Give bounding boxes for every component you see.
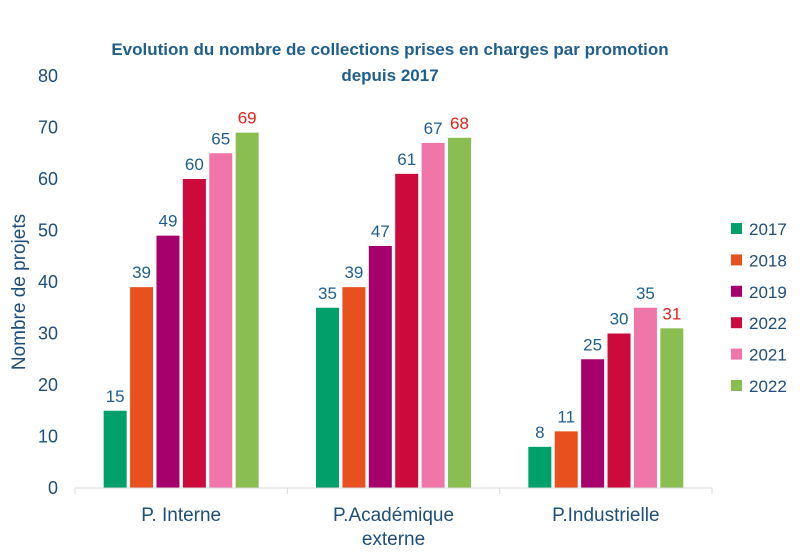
data-label: 11 xyxy=(557,407,575,426)
legend-swatch xyxy=(731,223,742,234)
x-tick-label: externe xyxy=(362,529,425,550)
legend-swatch xyxy=(731,254,742,266)
data-label: 47 xyxy=(371,222,390,241)
y-tick-label: 10 xyxy=(38,427,58,447)
y-tick-label: 70 xyxy=(38,118,58,138)
data-label: 60 xyxy=(185,155,204,174)
legend-swatch xyxy=(731,317,742,329)
bar xyxy=(448,137,471,489)
chart-title-line: Evolution du nombre de collections prise… xyxy=(111,40,668,59)
x-tick-label: P.Industrielle xyxy=(552,505,659,526)
data-label: 68 xyxy=(450,114,469,133)
data-label: 69 xyxy=(238,109,257,128)
bar xyxy=(209,153,233,488)
legend-label: 2019 xyxy=(749,283,787,302)
y-tick-label: 50 xyxy=(38,221,58,241)
bar xyxy=(235,132,259,488)
chart-title: Evolution du nombre de collections prise… xyxy=(111,40,668,85)
data-label: 25 xyxy=(583,335,602,354)
bar xyxy=(528,446,552,488)
y-tick-label: 80 xyxy=(38,66,58,86)
bar xyxy=(103,410,127,488)
data-label: 8 xyxy=(535,423,544,442)
bar xyxy=(316,307,339,488)
y-tick-label: 0 xyxy=(48,478,58,498)
data-label: 49 xyxy=(159,212,178,231)
bar xyxy=(395,173,419,488)
bars xyxy=(103,132,684,489)
data-label: 31 xyxy=(662,304,681,323)
y-tick-label: 40 xyxy=(38,272,58,292)
y-tick-label: 20 xyxy=(38,375,58,395)
legend-label: 2017 xyxy=(749,220,787,239)
legend-label: 2021 xyxy=(749,346,787,365)
bar xyxy=(130,287,154,488)
legend-swatch xyxy=(731,285,742,297)
y-axis-title: Nombre de projets xyxy=(9,214,30,370)
data-label: 65 xyxy=(211,129,230,148)
legend-label: 2022 xyxy=(749,314,787,333)
data-label: 67 xyxy=(424,119,443,138)
data-label: 30 xyxy=(610,310,629,329)
data-label: 39 xyxy=(344,263,363,282)
bar xyxy=(182,179,206,488)
legend: 2017 2018 2019 2022 2021 2022 xyxy=(731,220,787,396)
bar xyxy=(342,287,366,488)
legend-swatch xyxy=(731,380,742,391)
legend-label: 2022 xyxy=(749,377,787,396)
data-label: 35 xyxy=(318,284,337,303)
bar xyxy=(156,235,180,488)
bar xyxy=(368,245,392,488)
x-tick-label: P.Académique xyxy=(333,505,454,526)
data-label: 35 xyxy=(636,284,655,303)
chart-title-line: depuis 2017 xyxy=(341,66,438,85)
data-label: 61 xyxy=(397,150,416,169)
x-axis: P. Interne P.Académique externe P.Industrie… xyxy=(74,487,713,550)
data-label: 39 xyxy=(132,263,151,282)
bar xyxy=(421,142,445,488)
y-axis: 0 10 20 30 40 50 60 70 80 Nombre de projets xyxy=(9,66,58,498)
bar xyxy=(607,333,631,488)
data-label: 15 xyxy=(106,387,125,406)
y-tick-label: 30 xyxy=(38,324,58,344)
bar xyxy=(633,307,657,488)
legend-label: 2018 xyxy=(749,251,787,270)
y-tick-label: 60 xyxy=(38,169,58,189)
bar xyxy=(554,431,578,488)
legend-swatch xyxy=(731,348,742,360)
x-tick-label: P. Interne xyxy=(141,505,221,526)
bar xyxy=(581,359,605,488)
bar xyxy=(660,328,684,488)
data-labels: 15 39 49 60 65 69 35 39 47 61 67 68 8 11 25 30 35 31 xyxy=(106,109,682,442)
